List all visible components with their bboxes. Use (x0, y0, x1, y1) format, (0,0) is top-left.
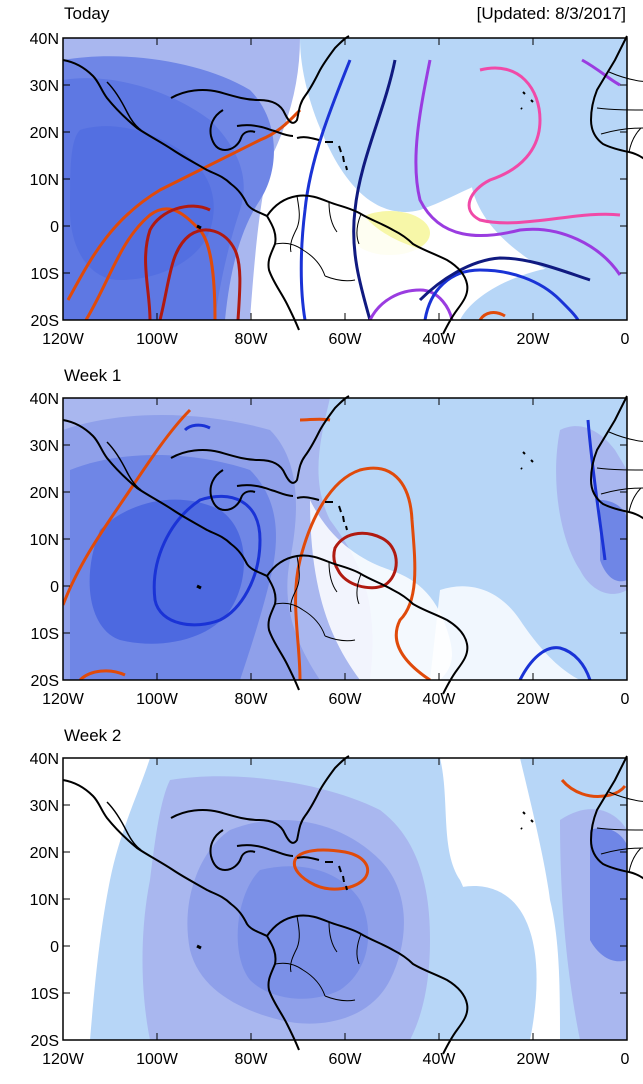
longitude-label: 100W (136, 691, 179, 708)
latitude-label: 30N (30, 798, 59, 815)
latitude-label: 10N (30, 892, 59, 909)
longitude-label: 60W (329, 331, 363, 348)
longitude-label: 0 (621, 1051, 630, 1068)
latitude-label: 0 (50, 579, 59, 596)
latitude-label: 0 (50, 939, 59, 956)
latitude-label: 40N (30, 31, 59, 48)
longitude-label: 20W (517, 1051, 551, 1068)
longitude-label: 40W (423, 331, 457, 348)
panel-title: Week 2 (64, 726, 121, 745)
longitude-label: 0 (621, 331, 630, 348)
latitude-label: 20S (31, 313, 59, 330)
longitude-label: 20W (517, 331, 551, 348)
latitude-label: 10S (31, 986, 59, 1003)
longitude-label: 120W (42, 691, 85, 708)
updated-date: [Updated: 8/3/2017] (477, 4, 626, 23)
longitude-label: 80W (235, 331, 269, 348)
latitude-label: 0 (50, 219, 59, 236)
panel-title: Week 1 (64, 366, 121, 385)
latitude-label: 40N (30, 751, 59, 768)
latitude-label: 20S (31, 1033, 59, 1050)
longitude-label: 80W (235, 1051, 269, 1068)
anomaly-shading (63, 398, 627, 680)
longitude-label: 100W (136, 331, 179, 348)
latitude-label: 30N (30, 78, 59, 95)
latitude-label: 10N (30, 172, 59, 189)
latitude-label: 30N (30, 438, 59, 455)
latitude-label: 20N (30, 125, 59, 142)
contours (63, 408, 607, 680)
latitude-label: 20N (30, 485, 59, 502)
panel-today (61, 34, 643, 336)
latitude-label: 20N (30, 845, 59, 862)
longitude-label: 0 (621, 691, 630, 708)
longitude-label: 100W (136, 1051, 179, 1068)
anomaly-shading (63, 38, 627, 320)
latitude-label: 10S (31, 626, 59, 643)
longitude-label: 20W (517, 691, 551, 708)
longitude-label: 40W (423, 691, 457, 708)
latitude-label: 10S (31, 266, 59, 283)
panel-week-2 (61, 754, 643, 1056)
longitude-label: 120W (42, 1051, 85, 1068)
contours (292, 778, 627, 891)
latitude-label: 40N (30, 391, 59, 408)
panel-week-1 (61, 394, 643, 696)
longitude-label: 60W (329, 691, 363, 708)
longitude-label: 120W (42, 331, 85, 348)
latitude-label: 10N (30, 532, 59, 549)
longitude-label: 60W (329, 1051, 363, 1068)
panel-title: Today (64, 4, 110, 23)
longitude-label: 80W (235, 691, 269, 708)
longitude-label: 40W (423, 1051, 457, 1068)
latitude-label: 20S (31, 673, 59, 690)
